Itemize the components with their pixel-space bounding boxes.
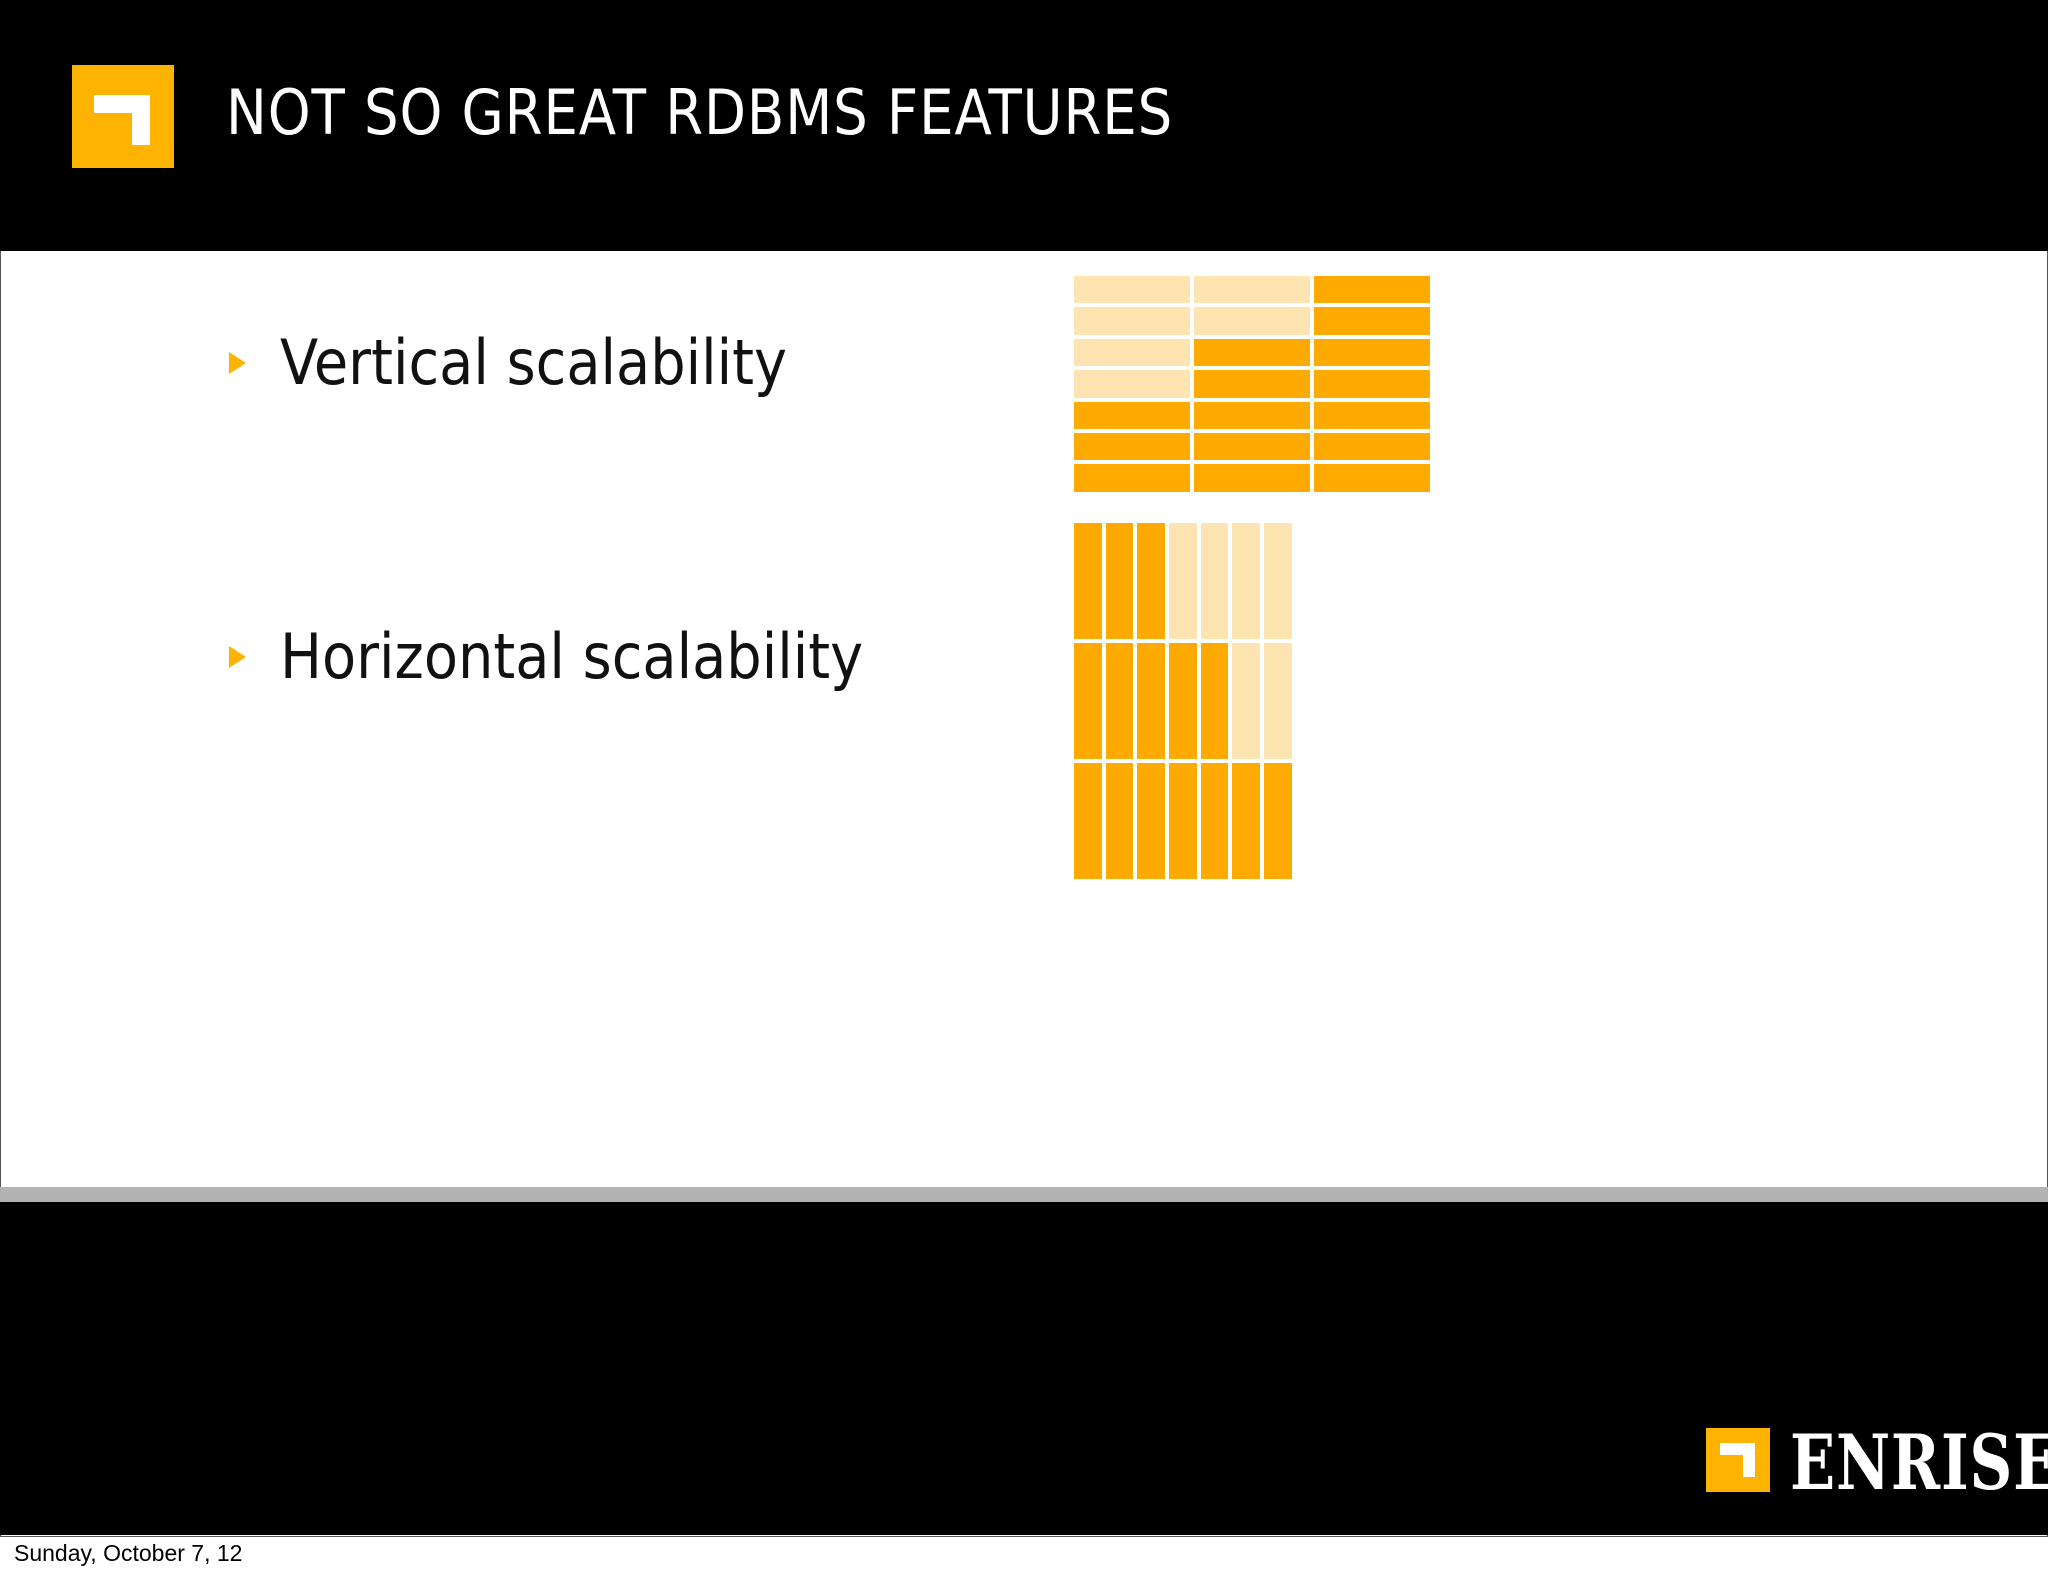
grid-cell	[1314, 432, 1430, 461]
vertical-scaling-diagram	[1074, 276, 1430, 492]
grid-cell	[1105, 523, 1134, 639]
grid-cell	[1194, 307, 1310, 335]
bullet-text: Horizontal scalability	[280, 620, 864, 693]
slide-title: NOT SO GREAT RDBMS FEATURES	[226, 76, 1174, 149]
grid-cell	[1169, 523, 1197, 639]
horizontal-scaling-diagram	[1074, 523, 1292, 879]
grid-cell	[1194, 401, 1310, 429]
bullet-vertical: Vertical scalability	[229, 326, 843, 399]
grid-cell	[1194, 276, 1310, 304]
enrise-logo-icon	[1706, 1428, 1770, 1492]
grid-cell	[1314, 276, 1430, 304]
grid-cell	[1232, 523, 1261, 639]
grid-cell	[1137, 523, 1166, 639]
slide-date: Sunday, October 7, 12	[14, 1540, 243, 1566]
grid-cell	[1137, 763, 1166, 879]
grid-cell	[1074, 338, 1190, 367]
grid-cell	[1074, 432, 1190, 461]
grid-cell	[1264, 763, 1292, 879]
grid-cell	[1194, 432, 1310, 461]
grid-cell	[1264, 523, 1292, 639]
grid-cell	[1194, 338, 1310, 367]
grid-cell	[1314, 370, 1430, 398]
grid-cell	[1169, 763, 1197, 879]
grid-cell	[1200, 643, 1229, 759]
grid-cell	[1074, 763, 1102, 879]
grid-cell	[1074, 370, 1190, 398]
grid-cell	[1232, 763, 1261, 879]
brand-logo-text: ENRISE	[1790, 1418, 2048, 1507]
enrise-corner-logo-icon	[72, 65, 174, 168]
bullet-text: Vertical scalability	[280, 326, 788, 399]
grid-cell	[1074, 276, 1190, 304]
triangle-bullet-icon	[229, 645, 246, 668]
grid-cell	[1194, 464, 1310, 492]
grid-cell	[1074, 464, 1190, 492]
grid-cell	[1264, 643, 1292, 759]
grid-cell	[1314, 307, 1430, 335]
grid-cell	[1105, 643, 1134, 759]
grid-cell	[1232, 643, 1261, 759]
grid-cell	[1200, 523, 1229, 639]
triangle-bullet-icon	[229, 351, 246, 374]
grid-cell	[1137, 643, 1166, 759]
grid-cell	[1314, 401, 1430, 429]
grid-cell	[1074, 523, 1102, 639]
grid-cell	[1314, 464, 1430, 492]
grid-cell	[1314, 338, 1430, 367]
slide-header: NOT SO GREAT RDBMS FEATURES	[0, 0, 2048, 251]
bullet-horizontal: Horizontal scalability	[229, 620, 928, 693]
divider-bar	[0, 1187, 2048, 1202]
grid-cell	[1169, 643, 1197, 759]
grid-cell	[1074, 401, 1190, 429]
grid-cell	[1200, 763, 1229, 879]
grid-cell	[1194, 370, 1310, 398]
grid-cell	[1074, 307, 1190, 335]
grid-cell	[1105, 763, 1134, 879]
grid-cell	[1074, 643, 1102, 759]
